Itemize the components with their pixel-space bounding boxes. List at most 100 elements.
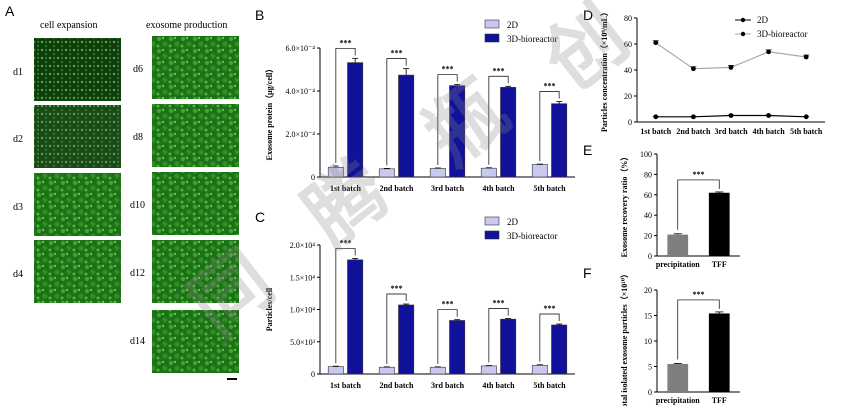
y-tick-label: 1.0×10⁴ xyxy=(290,306,316,315)
day-label: d12 xyxy=(130,268,145,279)
legend-swatch xyxy=(484,33,500,43)
legend-label: 3D-bioreactor xyxy=(757,29,807,39)
data-point xyxy=(691,66,696,72)
legend-label: 2D xyxy=(507,20,519,30)
bar xyxy=(429,168,446,178)
y-tick-label: 15 xyxy=(644,312,652,321)
y-tick-label: 20 xyxy=(644,286,652,295)
y-tick-label: 2.0×10⁴ xyxy=(290,241,316,250)
panel-letter-f: F xyxy=(583,265,592,281)
bar xyxy=(378,366,395,375)
y-tick-label: 2.0×10⁻⁴ xyxy=(285,130,315,139)
y-tick-label: 1.5×10⁴ xyxy=(290,273,316,282)
x-tick-label: 5th batch xyxy=(790,127,823,136)
panel-a: A cell expansion exosome production d1 d… xyxy=(5,3,239,380)
day-label: d14 xyxy=(130,336,145,347)
x-tick-label: 2nd batch xyxy=(379,184,414,193)
significance-label: *** xyxy=(391,49,403,58)
y-tick-label: 80 xyxy=(644,170,652,179)
x-tick-label: TFF xyxy=(712,396,727,405)
y-tick-label: 40 xyxy=(644,211,652,220)
bar xyxy=(531,364,548,375)
legend-swatch xyxy=(484,19,500,29)
chart-particles-per-cell: 0 5.0×10³ 1.0×10⁴ 1.5×10⁴ 2.0×10⁴ Particles/c… xyxy=(265,216,575,390)
significance-bracket xyxy=(437,74,458,165)
bar xyxy=(708,313,730,392)
bar xyxy=(708,192,730,256)
panel-letter-e: E xyxy=(583,142,592,158)
data-point xyxy=(728,113,734,118)
significance-label: *** xyxy=(544,304,556,313)
data-point xyxy=(691,114,696,120)
significance-label: *** xyxy=(493,66,505,75)
y-tick-label: 0 xyxy=(648,388,652,397)
significance-bracket xyxy=(677,299,720,360)
bar xyxy=(531,164,548,178)
significance-bracket xyxy=(386,293,407,364)
bar xyxy=(667,234,689,256)
significance-bracket xyxy=(677,179,720,230)
legend-label: 3D-bioreactor xyxy=(507,34,557,44)
bar xyxy=(429,366,446,375)
chart-isolated-particles: 0 5 10 15 20 Total isolated exosome particles… xyxy=(619,270,740,406)
day-label: d4 xyxy=(13,269,23,280)
col-title-exosome-production: exosome production xyxy=(146,20,227,31)
x-tick-label: precipitation xyxy=(656,260,700,269)
significance-bracket xyxy=(539,91,560,162)
x-tick-label: 4th batch xyxy=(482,184,515,193)
data-point xyxy=(653,114,659,120)
panel-letter-b: B xyxy=(255,7,264,23)
scale-bar xyxy=(227,378,237,380)
panel-letter-a: A xyxy=(5,3,15,19)
data-point xyxy=(766,113,771,118)
micrograph-d4 xyxy=(34,240,121,303)
micrograph-d10 xyxy=(152,172,239,235)
y-axis-title: Particles/cell xyxy=(265,287,274,331)
significance-bracket xyxy=(488,75,509,165)
micrograph-d2 xyxy=(34,105,121,168)
y-tick-label: 20 xyxy=(624,92,632,101)
x-tick-label: 3rd batch xyxy=(431,184,465,193)
legend-label: 2D xyxy=(507,217,519,227)
y-tick-label: 10 xyxy=(644,337,652,346)
y-axis-title: Exosome protein（μg/cell） xyxy=(264,65,274,161)
x-tick-label: 1st batch xyxy=(330,184,361,193)
y-tick-label: 0 xyxy=(648,252,652,261)
y-tick-label: 0 xyxy=(311,370,315,379)
day-label: d3 xyxy=(13,202,23,213)
x-tick-label: 5th batch xyxy=(533,381,566,390)
bar xyxy=(480,167,497,178)
x-tick-label: 2nd batch xyxy=(676,127,711,136)
series-line xyxy=(655,42,807,70)
significance-bracket xyxy=(386,58,407,166)
y-tick-label: 40 xyxy=(624,66,632,75)
bar xyxy=(551,324,568,375)
col-title-cell-expansion: cell expansion xyxy=(40,20,97,31)
x-tick-label: 4th batch xyxy=(752,127,785,136)
x-tick-label: 1st batch xyxy=(330,381,361,390)
legend-label: 2D xyxy=(757,15,769,25)
significance-label: *** xyxy=(442,300,454,309)
left-column: d1 d2 d3 d4 xyxy=(13,38,121,303)
y-tick-label: 0 xyxy=(628,118,632,127)
micrograph-d12 xyxy=(152,240,239,303)
y-tick-label: 80 xyxy=(624,14,632,23)
significance-label: *** xyxy=(544,82,556,91)
right-column: d6 d8 d10 d12 d14 xyxy=(130,36,239,380)
chart-recovery-ratio: 0 20 40 60 80 100 Exosome recovery ratio（%） pre… xyxy=(619,150,740,269)
day-label: d8 xyxy=(133,132,143,143)
legend-marker xyxy=(740,17,746,23)
legend-swatch xyxy=(484,230,500,240)
significance-label: *** xyxy=(442,65,454,74)
micrograph-d8 xyxy=(152,104,239,167)
bar xyxy=(398,74,415,178)
bar xyxy=(667,363,689,392)
significance-bracket xyxy=(335,248,356,364)
day-label: d2 xyxy=(13,134,23,145)
x-tick-label: 4th batch xyxy=(482,381,515,390)
bar xyxy=(378,168,395,178)
significance-label: *** xyxy=(693,290,705,299)
bar xyxy=(551,103,568,178)
x-tick-label: TFF xyxy=(712,260,727,269)
